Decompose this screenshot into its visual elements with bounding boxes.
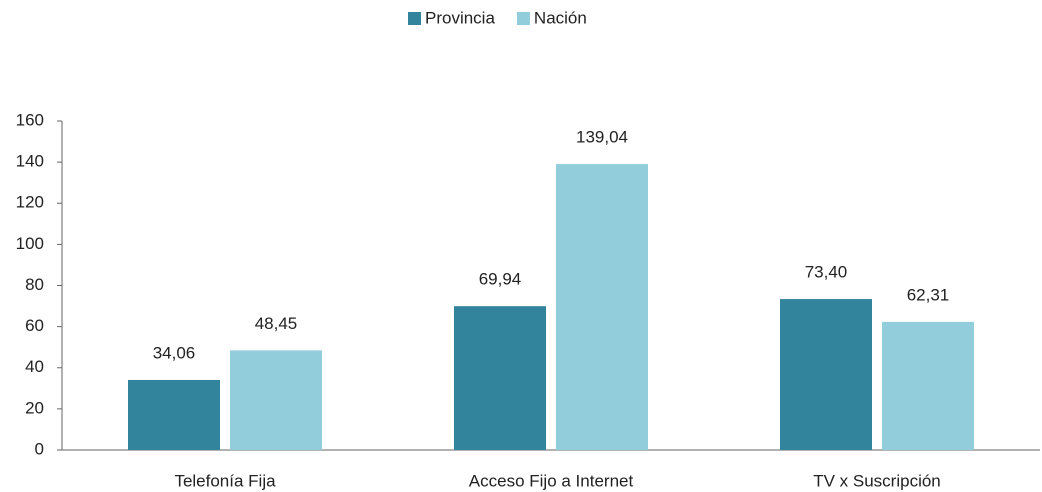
bar — [454, 306, 546, 450]
x-tick-label: Acceso Fijo a Internet — [469, 471, 634, 490]
y-tick-label: 60 — [25, 316, 44, 335]
y-tick-label: 80 — [25, 275, 44, 294]
x-tick-label: Telefonía Fija — [174, 471, 276, 490]
x-tick-label: TV x Suscripción — [813, 471, 941, 490]
y-tick-label: 20 — [25, 398, 44, 417]
legend-label: Nación — [534, 8, 587, 27]
data-label: 62,31 — [907, 285, 950, 304]
data-label: 34,06 — [153, 343, 196, 362]
y-tick-label: 160 — [16, 110, 44, 129]
y-tick-label: 0 — [35, 439, 44, 458]
bar — [556, 164, 648, 450]
bar — [128, 379, 220, 450]
data-label: 69,94 — [479, 270, 522, 289]
y-tick-label: 140 — [16, 152, 44, 171]
y-tick-label: 100 — [16, 234, 44, 253]
data-label: 48,45 — [255, 314, 298, 333]
bar — [882, 321, 974, 450]
legend-swatch — [516, 12, 530, 25]
data-label: 73,40 — [805, 263, 848, 282]
y-tick-label: 40 — [25, 357, 44, 376]
bar — [780, 299, 872, 450]
legend-swatch — [408, 12, 421, 25]
y-tick-label: 120 — [16, 193, 44, 212]
data-label: 139,04 — [576, 128, 628, 147]
bar — [230, 350, 322, 450]
legend-label: Provincia — [425, 8, 495, 27]
